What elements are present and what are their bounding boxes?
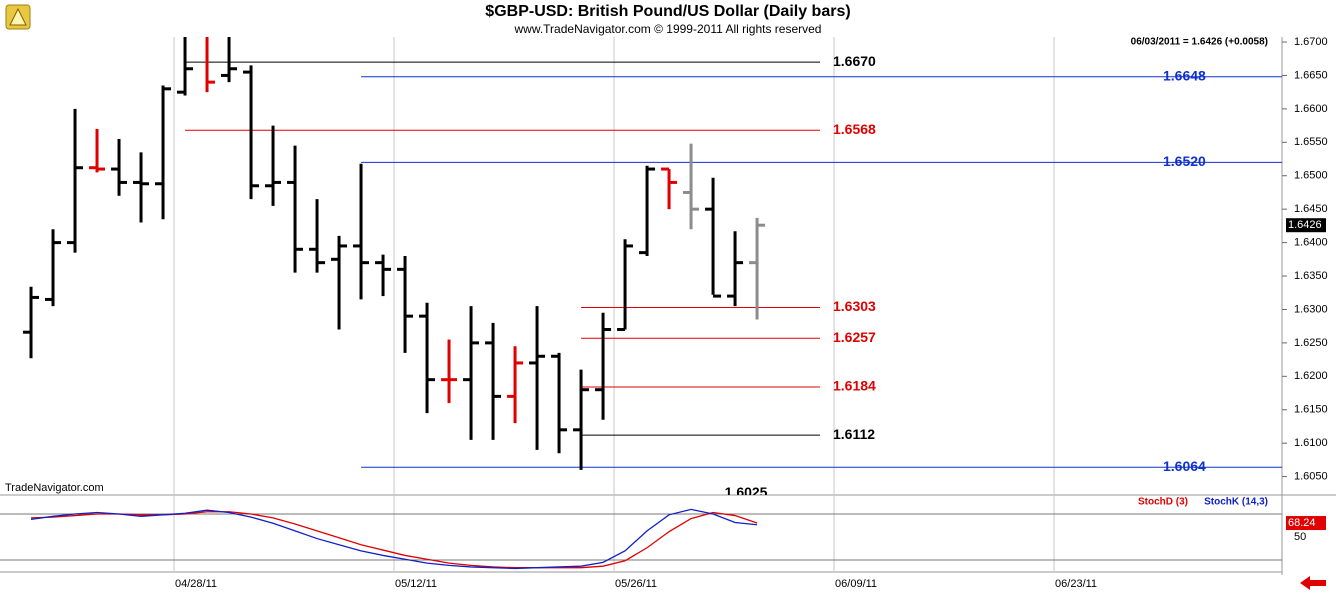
chart-title: $GBP-USD: British Pound/US Dollar (Daily…: [485, 3, 850, 20]
x-tick-label: 04/28/11: [175, 578, 217, 590]
x-tick-label: 06/23/11: [1055, 578, 1097, 590]
price-info: 06/03/2011 = 1.6426 (+0.0058): [1131, 37, 1268, 48]
y-tick-label: 1.6250: [1294, 337, 1328, 349]
level-label: 1.6568: [833, 121, 876, 137]
x-tick-label: 05/26/11: [615, 578, 657, 590]
level-label: 1.6257: [833, 329, 876, 345]
level-label: 1.6064: [1163, 458, 1206, 474]
y-tick-label: 1.6500: [1294, 170, 1328, 182]
level-label: 1.6303: [833, 298, 876, 314]
y-tick-label: 1.6450: [1294, 203, 1328, 215]
y-tick-label: 1.6200: [1294, 370, 1328, 382]
level-label: 1.6112: [833, 426, 875, 442]
level-label: 1.6670: [833, 53, 876, 69]
scroll-arrow[interactable]: [1300, 576, 1326, 590]
y-tick-label: 1.6650: [1294, 69, 1328, 81]
stoch-line: [30, 508, 758, 570]
level-label: 1.6520: [1163, 153, 1206, 169]
main-pane: 1.6670 1.6648 1.6568 1.6520 1.6303 1.6257 1.61…: [23, 37, 1282, 500]
y-tick-label: 1.6050: [1294, 471, 1328, 483]
y2-tick-label: 50: [1294, 531, 1306, 543]
stoch-last-box: [1286, 516, 1326, 531]
last-price-label: 1.6426: [1288, 219, 1322, 231]
stoch-last-label: 68.24: [1288, 517, 1316, 529]
x-tick-label: 05/12/11: [395, 578, 437, 590]
y-tick-label: 1.6400: [1294, 237, 1328, 249]
chart-subtitle: www.TradeNavigator.com © 1999-2011 All r…: [514, 22, 822, 36]
x-tick-label: 06/09/11: [835, 578, 877, 590]
y-tick-label: 1.6350: [1294, 270, 1328, 282]
logo-icon: [5, 4, 31, 30]
legend-entry: StochD (3): [1138, 497, 1188, 508]
y-tick-label: 1.6150: [1294, 404, 1328, 416]
watermark: TradeNavigator.com: [5, 482, 104, 494]
level-label: 1.6648: [1163, 67, 1206, 83]
stoch-line: [30, 511, 758, 569]
y-tick-label: 1.6100: [1294, 437, 1328, 449]
level-label: 1.6025: [725, 484, 768, 500]
level-label: 1.6184: [833, 378, 876, 394]
y-tick-label: 1.6550: [1294, 136, 1328, 148]
y-tick-label: 1.6600: [1294, 103, 1328, 115]
last-price-box: [1286, 218, 1326, 233]
y-tick-label: 1.6300: [1294, 303, 1328, 315]
y-tick-label: 1.6700: [1294, 36, 1328, 48]
legend-entry: StochK (14,3): [1204, 497, 1268, 508]
